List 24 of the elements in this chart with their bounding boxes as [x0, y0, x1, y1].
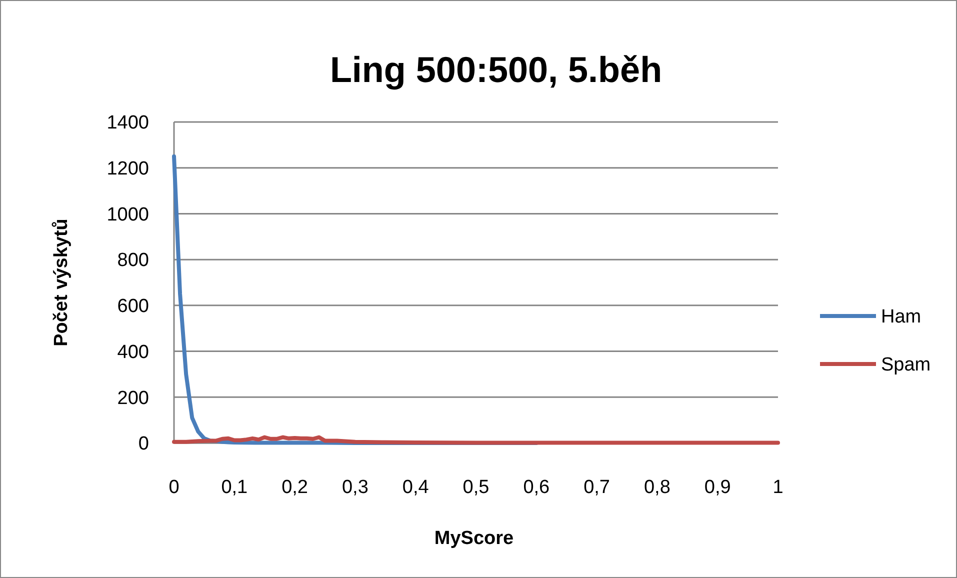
y-tick-label: 800	[117, 250, 149, 272]
x-tick-label: 0,4	[402, 477, 430, 498]
y-tick-label: 0	[138, 434, 149, 455]
x-axis-title: MyScore	[434, 528, 514, 549]
y-tick-label: 1000	[106, 204, 149, 226]
y-tick-label: 1400	[106, 112, 149, 134]
x-tick-label: 0,2	[282, 477, 308, 498]
x-tick-label: 0,3	[342, 477, 368, 498]
chart-title: Ling 500:500, 5.běh	[330, 49, 662, 90]
y-tick-label: 400	[117, 342, 149, 363]
x-tick-label: 0,8	[644, 477, 670, 498]
x-tick-label: 0	[168, 477, 180, 498]
x-tick-label: 0,5	[462, 477, 490, 498]
y-tick-label: 1200	[106, 158, 149, 180]
y-tick-label: 600	[117, 296, 149, 318]
y-axis-title: Počet výskytů	[51, 218, 72, 346]
x-tick-label: 0,7	[584, 477, 610, 498]
x-tick-label: 1	[772, 477, 784, 498]
x-tick-label: 0,9	[704, 477, 731, 498]
legend-label: Ham	[881, 306, 922, 328]
legend-label: Spam	[881, 354, 931, 376]
x-tick-label: 0,1	[221, 477, 248, 498]
y-tick-label: 200	[117, 388, 149, 409]
x-tick-label: 0,6	[523, 477, 550, 498]
